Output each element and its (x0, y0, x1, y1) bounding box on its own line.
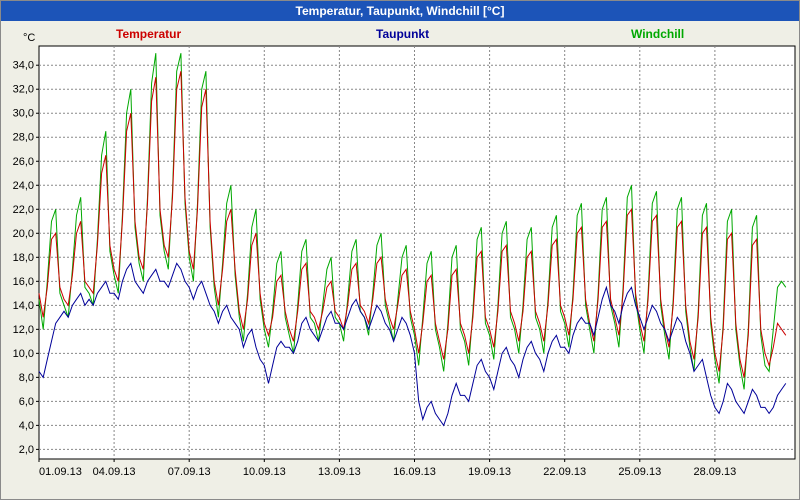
x-tick-label: 16.09.13 (393, 466, 436, 478)
y-tick-label: 12,0 (13, 324, 34, 336)
plot-area (38, 45, 796, 460)
y-tick-label: 20,0 (13, 228, 34, 240)
y-tick-label: 2,0 (19, 444, 34, 456)
y-tick-label: 6,0 (19, 396, 34, 408)
legend-temperatur: Temperatur (116, 27, 182, 41)
y-tick-label: 22,0 (13, 204, 34, 216)
y-tick-label: 4,0 (19, 420, 34, 432)
y-tick-label: 18,0 (13, 252, 34, 264)
series-line-windchill (38, 53, 787, 390)
y-tick-label: 16,0 (13, 276, 34, 288)
y-tick-label: 28,0 (13, 132, 34, 144)
y-tick-label: 8,0 (19, 372, 34, 384)
x-tick-label: 04.09.13 (93, 466, 136, 478)
series-line-temperatur (38, 71, 787, 378)
x-tick-label: 01.09.13 (39, 466, 82, 478)
series-line-taupunkt (38, 262, 787, 427)
x-tick-label: 25.09.13 (618, 466, 661, 478)
window-title: Temperatur, Taupunkt, Windchill [°C] (295, 4, 505, 18)
y-tick-label: 26,0 (13, 156, 34, 168)
y-tick-label: 34,0 (13, 60, 34, 72)
y-axis-unit-label: °C (23, 32, 36, 44)
x-tick-label: 19.09.13 (468, 466, 511, 478)
window-titlebar: Temperatur, Taupunkt, Windchill [°C] (1, 1, 799, 21)
x-tick-label: 10.09.13 (243, 466, 286, 478)
chart-svg: 34,0 32,0 30,0 28,0 26,0 24,0 22,0 20,0 18,0 16,0… (13, 45, 796, 478)
y-tick-label: 10,0 (13, 348, 34, 360)
legend-taupunkt: Taupunkt (376, 27, 430, 41)
legend-windchill: Windchill (631, 27, 685, 41)
x-tick-label: 13.09.13 (318, 466, 361, 478)
x-tick-label: 28.09.13 (693, 466, 736, 478)
x-tick-label: 22.09.13 (543, 466, 586, 478)
y-tick-label: 14,0 (13, 300, 34, 312)
y-tick-label: 32,0 (13, 84, 34, 96)
y-tick-label: 30,0 (13, 108, 34, 120)
y-tick-label: 24,0 (13, 180, 34, 192)
x-tick-label: 07.09.13 (168, 466, 211, 478)
